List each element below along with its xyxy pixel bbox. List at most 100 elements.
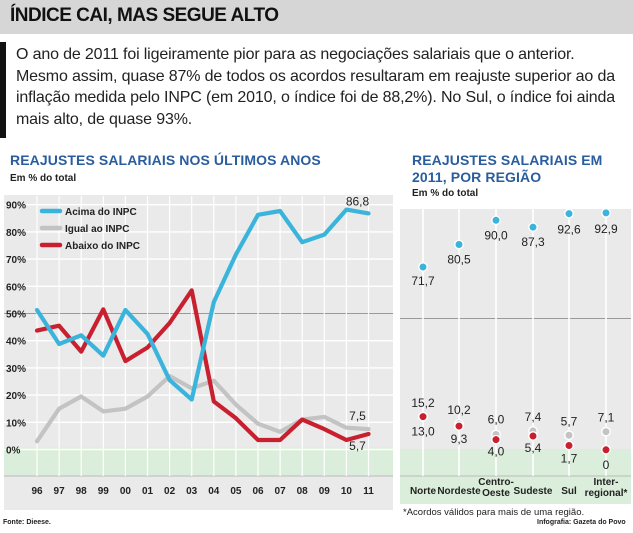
point-acima-00 — [123, 308, 127, 312]
point-acima-04 — [212, 300, 216, 304]
region-category-label: Sul — [561, 486, 577, 497]
point-acima-01 — [145, 332, 150, 336]
x-tick-label: 99 — [98, 486, 110, 497]
region-value-label-abaixo: 4,0 — [488, 445, 505, 459]
region-value-label-acima: 92,9 — [594, 222, 618, 236]
point-acima-98 — [79, 333, 83, 337]
region-category-label: Sudeste — [514, 486, 553, 497]
point-igual-97 — [57, 407, 61, 411]
data-label-abaixo: 5,7 — [349, 439, 366, 453]
point-acima-97 — [57, 342, 61, 346]
point-acima-03 — [190, 397, 194, 402]
y-tick-label: 40% — [6, 337, 26, 348]
region-value-label-abaixo: 9,3 — [451, 432, 468, 446]
region-point-acima — [454, 239, 464, 250]
region-value-label-acima: 87,3 — [521, 235, 545, 249]
point-abaixo-11 — [366, 432, 371, 436]
point-acima-08 — [300, 240, 304, 244]
region-chart-subtitle: Em % do total — [412, 188, 479, 199]
region-category-label: regional* — [585, 488, 628, 499]
intro-paragraph: O ano de 2011 foi ligeiramente pior para… — [16, 46, 616, 128]
y-tick-label: 30% — [6, 364, 26, 375]
x-tick-label: 03 — [186, 486, 198, 497]
point-abaixo-96 — [35, 329, 39, 333]
region-value-label-acima: 80,5 — [447, 253, 471, 267]
region-category-label: Norte — [410, 486, 437, 497]
region-category-label: Oeste — [482, 488, 510, 499]
point-acima-96 — [35, 308, 39, 312]
series-line-igual — [34, 374, 371, 444]
region-category-label: Nordeste — [437, 486, 481, 497]
data-label-acima: 86,8 — [346, 194, 370, 208]
y-tick-label: 50% — [6, 310, 26, 321]
point-acima-11 — [366, 211, 371, 216]
x-tick-label: 98 — [76, 486, 88, 497]
x-tick-label: 09 — [319, 486, 331, 497]
region-value-label-igual: 6,0 — [488, 413, 505, 427]
legend-label-acima: Acima do INPC — [65, 207, 137, 218]
x-tick-label: 07 — [275, 486, 287, 497]
region-value-label-abaixo: 1,7 — [561, 451, 578, 465]
x-tick-label: 97 — [54, 486, 66, 497]
point-igual-09 — [322, 415, 326, 419]
region-chart-title: REAJUSTES SALARIAIS EM 2011, POR REGIÃO — [412, 152, 603, 185]
point-abaixo-03 — [190, 288, 194, 292]
region-point-igual — [564, 430, 574, 441]
point-abaixo-04 — [212, 399, 216, 403]
point-abaixo-10 — [344, 438, 348, 442]
region-value-label-abaixo: 0 — [603, 458, 610, 472]
y-tick-label: 10% — [6, 418, 26, 429]
line-chart-base-band — [4, 447, 393, 477]
point-abaixo-01 — [145, 345, 150, 350]
point-abaixo-99 — [101, 307, 105, 312]
region-value-label-igual: 5,7 — [561, 414, 578, 428]
region-value-label-abaixo: 13,0 — [411, 425, 435, 439]
region-footnote: *Acordos válidos para mais de uma região… — [403, 507, 585, 518]
legend-label-igual: Igual ao INPC — [65, 224, 129, 235]
region-value-label-igual: 7,4 — [525, 410, 542, 424]
point-acima-07 — [278, 209, 282, 213]
point-igual-01 — [145, 394, 150, 399]
x-tick-label: 00 — [120, 486, 132, 497]
x-tick-label: 01 — [142, 486, 154, 497]
point-igual-00 — [123, 407, 127, 411]
x-tick-label: 06 — [252, 486, 264, 497]
y-tick-label: 0% — [6, 446, 21, 457]
region-value-label-igual: 7,1 — [598, 411, 615, 425]
point-acima-09 — [322, 233, 326, 237]
source-note: Fonte: Dieese. — [3, 519, 51, 526]
y-tick-label: 70% — [6, 255, 26, 266]
region-point-igual — [601, 426, 611, 437]
point-igual-98 — [79, 394, 83, 399]
point-abaixo-98 — [79, 349, 83, 354]
point-igual-07 — [278, 430, 282, 434]
region-point-abaixo — [454, 421, 464, 431]
point-abaixo-09 — [322, 427, 326, 431]
region-value-label-abaixo: 5,4 — [525, 441, 542, 455]
point-abaixo-08 — [300, 417, 304, 422]
point-igual-05 — [234, 403, 238, 407]
region-value-label-acima: 92,6 — [557, 223, 581, 237]
region-point-abaixo — [601, 444, 611, 455]
legend-label-abaixo: Abaixo do INPC — [65, 241, 140, 252]
point-abaixo-07 — [278, 438, 282, 442]
point-igual-99 — [101, 409, 105, 414]
x-tick-label: 11 — [363, 486, 374, 497]
region-point-abaixo — [491, 434, 501, 445]
credit-note: Infografia: Gazeta do Povo — [537, 519, 626, 526]
point-igual-96 — [35, 439, 39, 443]
region-point-acima — [528, 222, 538, 233]
point-abaixo-05 — [234, 416, 238, 420]
line-chart-subtitle: Em % do total — [10, 173, 77, 184]
line-chart-title: REAJUSTES SALARIAIS NOS ÚLTIMOS ANOS — [10, 152, 321, 168]
point-igual-11 — [366, 427, 371, 431]
point-igual-06 — [256, 422, 260, 426]
x-tick-label: 96 — [31, 486, 43, 497]
point-igual-04 — [212, 379, 216, 383]
region-point-acima — [564, 208, 574, 219]
region-value-label-acima: 90,0 — [484, 228, 508, 242]
point-igual-10 — [344, 426, 348, 430]
region-value-label-igual: 10,2 — [447, 403, 471, 417]
data-label-igual: 7,5 — [349, 409, 366, 423]
region-point-abaixo — [528, 431, 538, 441]
